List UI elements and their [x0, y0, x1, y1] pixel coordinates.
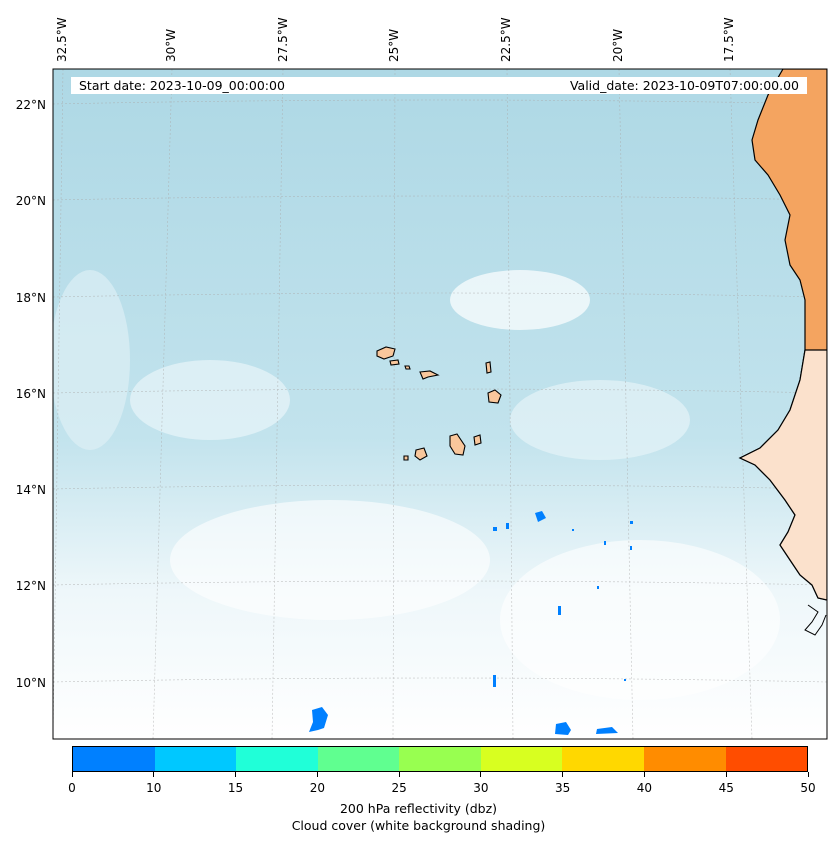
colorbar-tick-label: 10: [146, 781, 162, 795]
reflectivity-cell: [506, 523, 509, 529]
colorbar-tick-label: 35: [555, 781, 571, 795]
reflectivity-cell: [535, 511, 546, 522]
lat-label: 10°N: [15, 676, 46, 690]
colorbar-label-cloud-cover: Cloud cover (white background shading): [291, 818, 546, 833]
cloud-patch: [450, 270, 590, 330]
island-santiago: [449, 433, 466, 456]
colorbar-segment: [562, 747, 644, 771]
reflectivity-cell: [493, 527, 497, 531]
colorbar-segment: [317, 747, 400, 771]
reflectivity-cell: [493, 675, 496, 687]
colorbar-tick-label: 0: [68, 781, 76, 795]
island-santo-antao: [376, 346, 396, 360]
reflectivity-cell: [572, 529, 574, 531]
colorbar-tick: [562, 772, 564, 777]
reflectivity-cell: [555, 722, 571, 735]
island-fogo: [414, 447, 428, 461]
island-sao-nicolau: [419, 370, 440, 380]
colorbar-segment: [725, 747, 808, 771]
colorbar-tick-label: 15: [227, 781, 244, 795]
colorbar-tick: [807, 772, 809, 777]
reflectivity-cell: [630, 521, 633, 524]
reflectivity-cell: [597, 586, 599, 589]
colorbar-tick: [398, 772, 400, 777]
cape-verde-islands: [376, 346, 502, 461]
date-info-bar: Start date: 2023-10-09_00:00:00 Valid_da…: [71, 77, 807, 94]
island-sal: [485, 361, 492, 374]
lon-label: 17.5°W: [722, 17, 736, 62]
colorbar-label-reflectivity: 200 hPa reflectivity (dbz): [339, 801, 498, 816]
lat-label: 22°N: [15, 98, 46, 112]
start-date: Start date: 2023-10-09_00:00:00: [79, 78, 285, 93]
lon-label: 30°W: [164, 28, 178, 62]
lon-label: 27.5°W: [276, 17, 290, 62]
lat-label: 16°N: [15, 387, 46, 401]
colorbar-tick: [71, 772, 73, 777]
africa-land-dry: [738, 349, 827, 601]
island-boa-vista: [487, 389, 502, 404]
colorbar-segment: [236, 747, 318, 771]
colorbar-tick: [316, 772, 318, 777]
valid-date: Valid_date: 2023-10-09T07:00:00.00: [569, 78, 799, 93]
colorbar-segment: [399, 747, 481, 771]
cloud-patch: [130, 360, 290, 440]
reflectivity-cells: [309, 511, 633, 735]
lon-label: 32.5°W: [55, 17, 69, 62]
colorbar-tick-label: 25: [391, 781, 407, 795]
colorbar-tick-label: 40: [636, 781, 653, 795]
reflectivity-cell: [624, 679, 626, 681]
cloud-patch: [510, 380, 690, 460]
reflectivity-cell: [558, 606, 561, 615]
island-maio: [473, 434, 482, 446]
colorbar: [72, 746, 808, 772]
colorbar-segment: [73, 747, 155, 771]
colorbar-tick: [235, 772, 237, 777]
colorbar-tick: [643, 772, 645, 777]
colorbar-segment: [480, 747, 563, 771]
map-frame: [52, 68, 828, 740]
colorbar-segment: [154, 747, 237, 771]
colorbar-tick: [480, 772, 482, 777]
cloud-patch: [500, 540, 780, 700]
reflectivity-cell: [309, 707, 328, 732]
reflectivity-cell: [630, 546, 632, 550]
colorbar-tick-label: 20: [309, 781, 325, 795]
colorbar-tick: [153, 772, 155, 777]
colorbar-segment: [643, 747, 726, 771]
lat-label: 18°N: [15, 291, 46, 305]
colorbar-tick: [725, 772, 727, 777]
reflectivity-cell: [596, 727, 618, 734]
colorbar-tick-label: 45: [718, 781, 734, 795]
lon-label: 22.5°W: [499, 17, 513, 62]
colorbar-tick-label: 30: [473, 781, 489, 795]
island-sao-vicente: [389, 359, 400, 366]
lon-label: 25°W: [387, 28, 401, 62]
reflectivity-cell: [604, 541, 606, 545]
island-brava: [403, 455, 409, 461]
island-santa-luzia: [404, 365, 411, 370]
lat-label: 20°N: [15, 194, 46, 208]
cloud-patch: [53, 270, 130, 450]
lat-label: 14°N: [15, 483, 46, 497]
colorbar-tick-label: 50: [800, 781, 816, 795]
coastline-detail: [804, 604, 827, 636]
lon-label: 20°W: [611, 28, 625, 62]
cloud-patch: [170, 500, 490, 620]
lat-label: 12°N: [15, 579, 46, 593]
